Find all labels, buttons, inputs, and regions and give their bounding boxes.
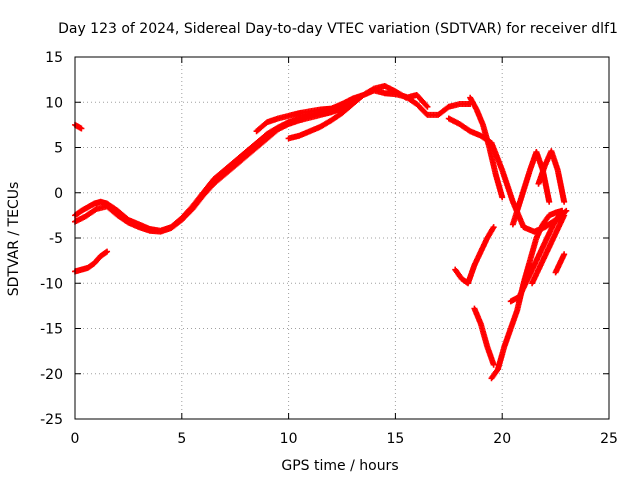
- y-axis-label: SDTVAR / TECUs: [6, 182, 22, 297]
- x-tick-label: 20: [493, 431, 511, 447]
- series-arch-2: [535, 148, 568, 205]
- y-tick-label: -5: [49, 231, 63, 247]
- data-point: [561, 198, 568, 205]
- series-main-arc-2: [72, 101, 356, 235]
- series-short-5: [552, 251, 568, 276]
- y-tick-label: -15: [40, 322, 63, 338]
- chart-title: Day 123 of 2024, Sidereal Day-to-day VTE…: [58, 21, 618, 37]
- series-upper-band-2: [285, 82, 431, 142]
- y-tick-label: -20: [40, 367, 63, 383]
- x-tick-label: 25: [600, 431, 618, 447]
- x-tick-label: 5: [177, 431, 186, 447]
- y-tick-label: 5: [54, 141, 63, 157]
- data-point: [499, 194, 506, 201]
- series-short-4: [471, 305, 497, 368]
- y-tick-label: -10: [40, 276, 63, 292]
- data-point: [423, 102, 430, 109]
- data-point: [561, 251, 568, 258]
- series-short-2: [72, 248, 111, 275]
- series-dip: [467, 94, 506, 201]
- data-point: [104, 248, 111, 255]
- axis-ticks: 0 5 10 15 20 25 -25 -20 -15 -10 -5 0 5 10 15: [40, 50, 618, 447]
- series-short-3: [452, 224, 497, 287]
- data-point: [490, 361, 497, 368]
- data-point: [424, 103, 431, 110]
- x-tick-label: 10: [280, 431, 298, 447]
- data-points: [72, 82, 570, 382]
- data-point: [546, 198, 553, 205]
- y-tick-label: 15: [45, 50, 63, 66]
- data-point: [559, 207, 566, 214]
- y-tick-label: -25: [40, 412, 63, 428]
- data-point: [561, 212, 568, 219]
- x-tick-label: 15: [386, 431, 404, 447]
- data-point: [78, 125, 85, 132]
- x-axis-label: GPS time / hours: [281, 458, 398, 474]
- y-tick-label: 10: [45, 95, 63, 111]
- x-tick-label: 0: [71, 431, 80, 447]
- series-rise-2: [507, 207, 566, 305]
- series-arch-3: [529, 212, 568, 287]
- y-tick-label: 0: [54, 186, 63, 202]
- series-arch-1: [509, 149, 553, 228]
- data-point: [490, 224, 497, 231]
